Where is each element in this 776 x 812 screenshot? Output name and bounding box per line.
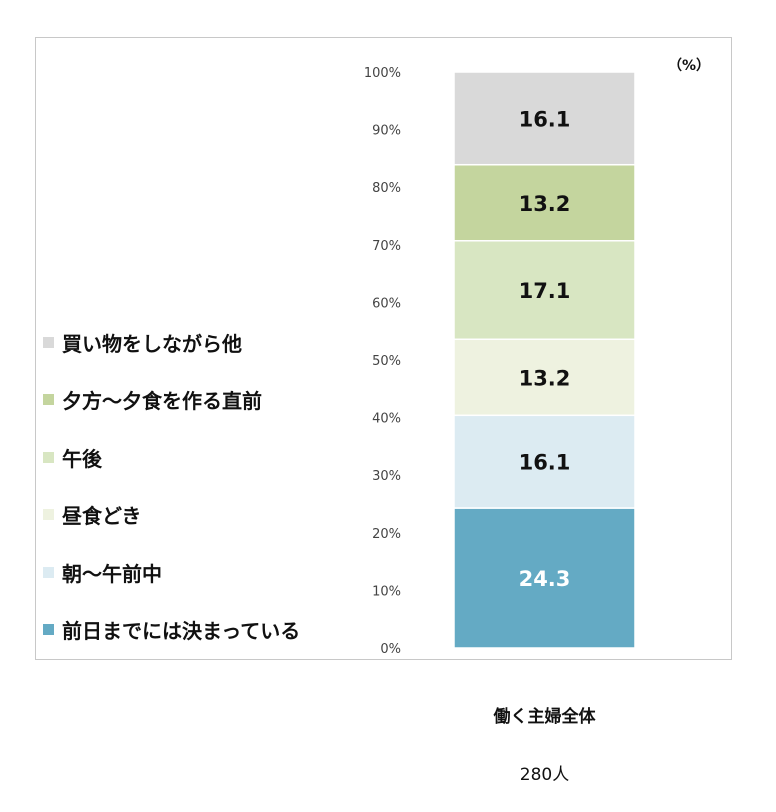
y-tick-label: 60% bbox=[372, 296, 401, 311]
bar-segment bbox=[453, 414, 636, 509]
legend-swatch bbox=[43, 451, 54, 463]
y-tick-label: 0% bbox=[380, 642, 401, 657]
y-tick-label: 40% bbox=[372, 412, 401, 427]
bar-segment bbox=[453, 338, 636, 417]
legend-item: 夕方～夕食を作る直前 bbox=[43, 388, 262, 413]
data-label: 24.3 bbox=[519, 567, 571, 591]
data-label: 16.1 bbox=[519, 107, 571, 131]
y-tick-label: 10% bbox=[372, 584, 401, 599]
bar-segment bbox=[453, 240, 636, 341]
legend-item: 前日までには決まっている bbox=[43, 618, 301, 643]
y-tick-label: 50% bbox=[372, 354, 401, 369]
legend-swatch bbox=[43, 336, 54, 348]
legend-label: 夕方～夕食を作る直前 bbox=[62, 389, 262, 413]
y-tick-label: 70% bbox=[372, 239, 401, 254]
category-label: 働く主婦全体 bbox=[493, 707, 596, 727]
bar-segment bbox=[453, 71, 636, 166]
data-label: 13.2 bbox=[519, 366, 571, 390]
bar-segment bbox=[453, 163, 636, 242]
y-tick-label: 80% bbox=[372, 181, 401, 196]
bar-segment bbox=[453, 507, 636, 649]
total-label: 280人 bbox=[519, 765, 570, 785]
data-label: 17.1 bbox=[519, 279, 571, 303]
unit-label: （%） bbox=[668, 58, 711, 74]
legend-label: 午後 bbox=[62, 446, 102, 471]
legend-label: 昼食どき bbox=[62, 504, 142, 528]
legend-item: 買い物をしながら他 bbox=[43, 330, 242, 356]
y-tick-label: 90% bbox=[372, 124, 401, 139]
legend-item: 昼食どき bbox=[43, 503, 142, 528]
legend-item: 朝～午前中 bbox=[43, 560, 162, 586]
legend-item: 午後 bbox=[43, 445, 102, 471]
y-tick-label: 100% bbox=[364, 66, 401, 81]
legend-swatch bbox=[43, 394, 54, 405]
legend-label: 朝～午前中 bbox=[62, 561, 162, 586]
legend-swatch bbox=[43, 566, 54, 578]
legend-swatch bbox=[43, 624, 54, 635]
y-tick-label: 20% bbox=[372, 527, 401, 542]
legend-label: 買い物をしながら他 bbox=[62, 331, 242, 356]
legend-label: 前日までには決まっている bbox=[62, 619, 301, 643]
data-label: 16.1 bbox=[519, 451, 571, 475]
chart-frame bbox=[35, 37, 732, 660]
legend-swatch bbox=[43, 509, 54, 520]
data-label: 13.2 bbox=[519, 192, 571, 216]
y-tick-label: 30% bbox=[372, 469, 401, 484]
